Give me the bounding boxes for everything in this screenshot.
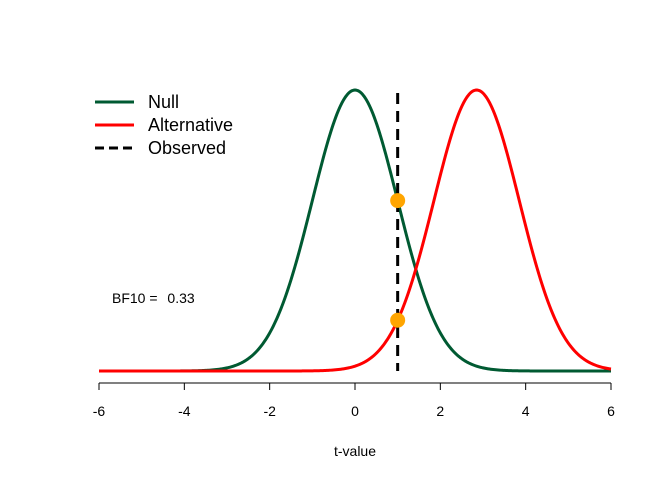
x-tick-label: 4 [522,403,530,419]
x-tick-label: -2 [263,403,276,419]
bf10-label: BF10 = [112,290,158,306]
null-observed-point [390,193,406,209]
x-tick-label: 6 [607,403,615,419]
x-axis-title: t-value [334,443,376,459]
curves-layer [98,88,612,373]
legend-label-null: Null [148,92,179,112]
x-tick-label: 0 [351,403,359,419]
points-layer [390,193,406,328]
bf10-value: 0.33 [167,290,194,306]
alternative-observed-point [390,312,406,328]
alternative-curve [98,88,612,373]
x-tick-label: 2 [436,403,444,419]
x-axis: -6 -4 -2 0 2 4 6 [93,382,615,419]
legend-label-observed: Observed [148,138,226,158]
legend-label-alternative: Alternative [148,115,233,135]
x-tick-label: -6 [93,403,106,419]
legend: Null Alternative Observed [95,92,233,158]
x-tick-label: -4 [178,403,191,419]
bf10-annotation: BF10 = 0.33 [112,290,195,306]
